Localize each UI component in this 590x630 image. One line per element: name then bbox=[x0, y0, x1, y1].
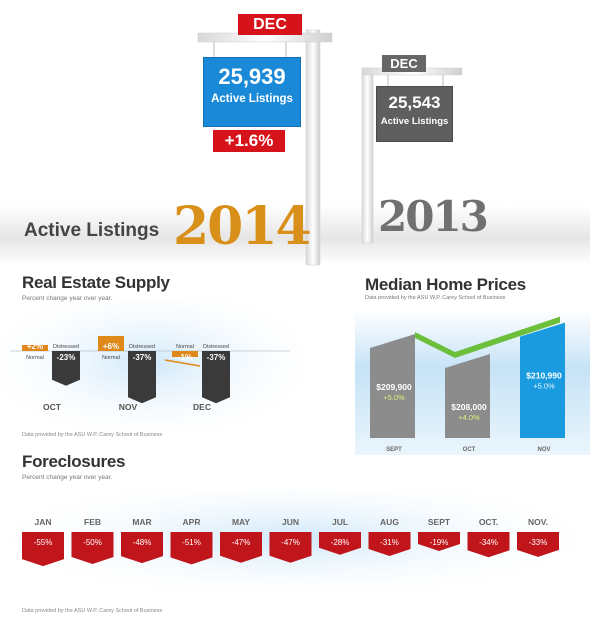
listings-background bbox=[0, 29, 590, 266]
foreclosure-bar bbox=[269, 532, 312, 563]
supply-month-label: NOV bbox=[119, 402, 138, 412]
foreclosures-subtitle: Percent change year over year. bbox=[22, 474, 113, 481]
foreclosure-month-label: JAN bbox=[34, 517, 51, 527]
current-month-tag: DEC bbox=[238, 14, 302, 35]
normal-trend-line bbox=[164, 359, 201, 367]
prices-subtitle: Data provided by the ASU W.P. Carey Scho… bbox=[365, 295, 506, 301]
price-change: +4.0% bbox=[458, 413, 480, 422]
distressed-label: Distressed bbox=[129, 344, 155, 350]
supply-month-label: DEC bbox=[193, 402, 211, 412]
foreclosure-bar bbox=[418, 532, 460, 551]
normal-bar bbox=[98, 336, 124, 351]
active-listings-title: Active Listings bbox=[24, 220, 160, 241]
current-change-tag: +1.6% bbox=[213, 130, 285, 152]
price-value: $208,000 bbox=[451, 402, 487, 412]
foreclosure-value: -19% bbox=[430, 538, 449, 547]
normal-label: Normal bbox=[102, 355, 120, 361]
foreclosure-month-label: OCT. bbox=[479, 517, 498, 527]
distressed-label: Distressed bbox=[53, 344, 79, 350]
distressed-value: -37% bbox=[207, 353, 226, 362]
price-bar bbox=[520, 322, 565, 438]
foreclosure-bar bbox=[368, 532, 411, 557]
foreclosure-value: -55% bbox=[34, 538, 53, 547]
year-2014: 2014 bbox=[173, 196, 312, 257]
distressed-bar bbox=[202, 351, 230, 404]
foreclosure-value: -28% bbox=[331, 538, 350, 547]
foreclosure-bar bbox=[220, 532, 262, 563]
distressed-label: Distressed bbox=[203, 344, 229, 350]
price-month-label: OCT bbox=[463, 447, 476, 453]
current-listings-label: Active Listings bbox=[211, 93, 293, 105]
foreclosure-value: -50% bbox=[83, 538, 102, 547]
prices-chart: $209,900+5.0%SEPT$208,000+4.0%OCT$210,99… bbox=[355, 310, 590, 455]
normal-label: Normal bbox=[26, 355, 44, 361]
supply-chart: +2% Normal -23% Distressed OCT +6% Normal -37% D… bbox=[0, 300, 300, 440]
price-month-label: NOV bbox=[537, 447, 550, 453]
foreclosure-bar bbox=[319, 532, 361, 555]
foreclosure-month-label: MAY bbox=[232, 517, 250, 527]
previous-month-tag: DEC bbox=[382, 55, 426, 72]
foreclosure-month-label: AUG bbox=[380, 517, 399, 527]
supply-subtitle: Percent change year over year. bbox=[22, 295, 113, 302]
distressed-bar bbox=[128, 351, 156, 404]
foreclosure-bar bbox=[467, 532, 510, 558]
foreclosures-credit: Data provided by the ASU W.P. Carey Scho… bbox=[22, 608, 163, 614]
foreclosure-value: -51% bbox=[182, 538, 201, 547]
foreclosure-month-label: FEB bbox=[84, 517, 101, 527]
price-change: +5.0% bbox=[383, 393, 405, 402]
foreclosure-month-label: MAR bbox=[132, 517, 151, 527]
foreclosure-bar bbox=[121, 532, 163, 564]
previous-listings-count: 25,543 bbox=[388, 93, 441, 112]
normal-value: +6% bbox=[103, 342, 119, 351]
foreclosure-month-label: JUN bbox=[282, 517, 299, 527]
supply-month-label: OCT bbox=[43, 402, 62, 412]
foreclosure-month-label: JUL bbox=[332, 517, 348, 527]
previous-listings-label: Active Listings bbox=[380, 116, 449, 127]
foreclosure-bar bbox=[71, 532, 114, 564]
normal-label: Normal bbox=[176, 344, 194, 350]
price-month-label: SEPT bbox=[386, 447, 402, 453]
foreclosure-value: -47% bbox=[232, 538, 251, 547]
year-2013: 2013 bbox=[378, 192, 489, 241]
foreclosure-value: -47% bbox=[281, 538, 300, 547]
distressed-value: -37% bbox=[133, 353, 152, 362]
current-listings-sign: 25,939 Active Listings bbox=[203, 57, 301, 127]
foreclosure-bar bbox=[517, 532, 559, 557]
foreclosure-month-label: NOV. bbox=[528, 517, 548, 527]
foreclosures-chart: JAN -55% FEB -50% MAR -48% APR -51% MAY -47% JUN -4… bbox=[0, 490, 590, 610]
supply-credit: Data provided by the ASU W.P. Carey Scho… bbox=[22, 432, 163, 438]
foreclosure-bar bbox=[170, 532, 213, 565]
foreclosure-value: -31% bbox=[380, 538, 399, 547]
foreclosure-value: -33% bbox=[529, 538, 548, 547]
normal-value: -1% bbox=[178, 353, 192, 362]
price-change: +5.0% bbox=[533, 382, 555, 391]
price-value: $210,990 bbox=[526, 371, 562, 381]
price-value: $209,900 bbox=[376, 382, 412, 392]
normal-value: +2% bbox=[27, 342, 43, 351]
previous-listings-sign: 25,543 Active Listings bbox=[376, 86, 453, 142]
distressed-bar bbox=[52, 351, 80, 386]
foreclosures-title: Foreclosures bbox=[22, 452, 126, 471]
prices-title: Median Home Prices bbox=[365, 275, 526, 294]
distressed-value: -23% bbox=[57, 353, 76, 362]
price-bar bbox=[445, 354, 490, 438]
price-bar bbox=[370, 334, 415, 438]
normal-bar bbox=[172, 351, 198, 357]
foreclosure-value: -48% bbox=[133, 538, 152, 547]
foreclosure-value: -34% bbox=[479, 538, 498, 547]
current-listings-count: 25,939 bbox=[218, 64, 286, 89]
foreclosure-bar bbox=[22, 532, 64, 567]
foreclosure-month-label: SEPT bbox=[428, 517, 451, 527]
foreclosure-month-label: APR bbox=[183, 517, 201, 527]
normal-bar bbox=[22, 345, 48, 351]
supply-title: Real Estate Supply bbox=[22, 273, 170, 292]
